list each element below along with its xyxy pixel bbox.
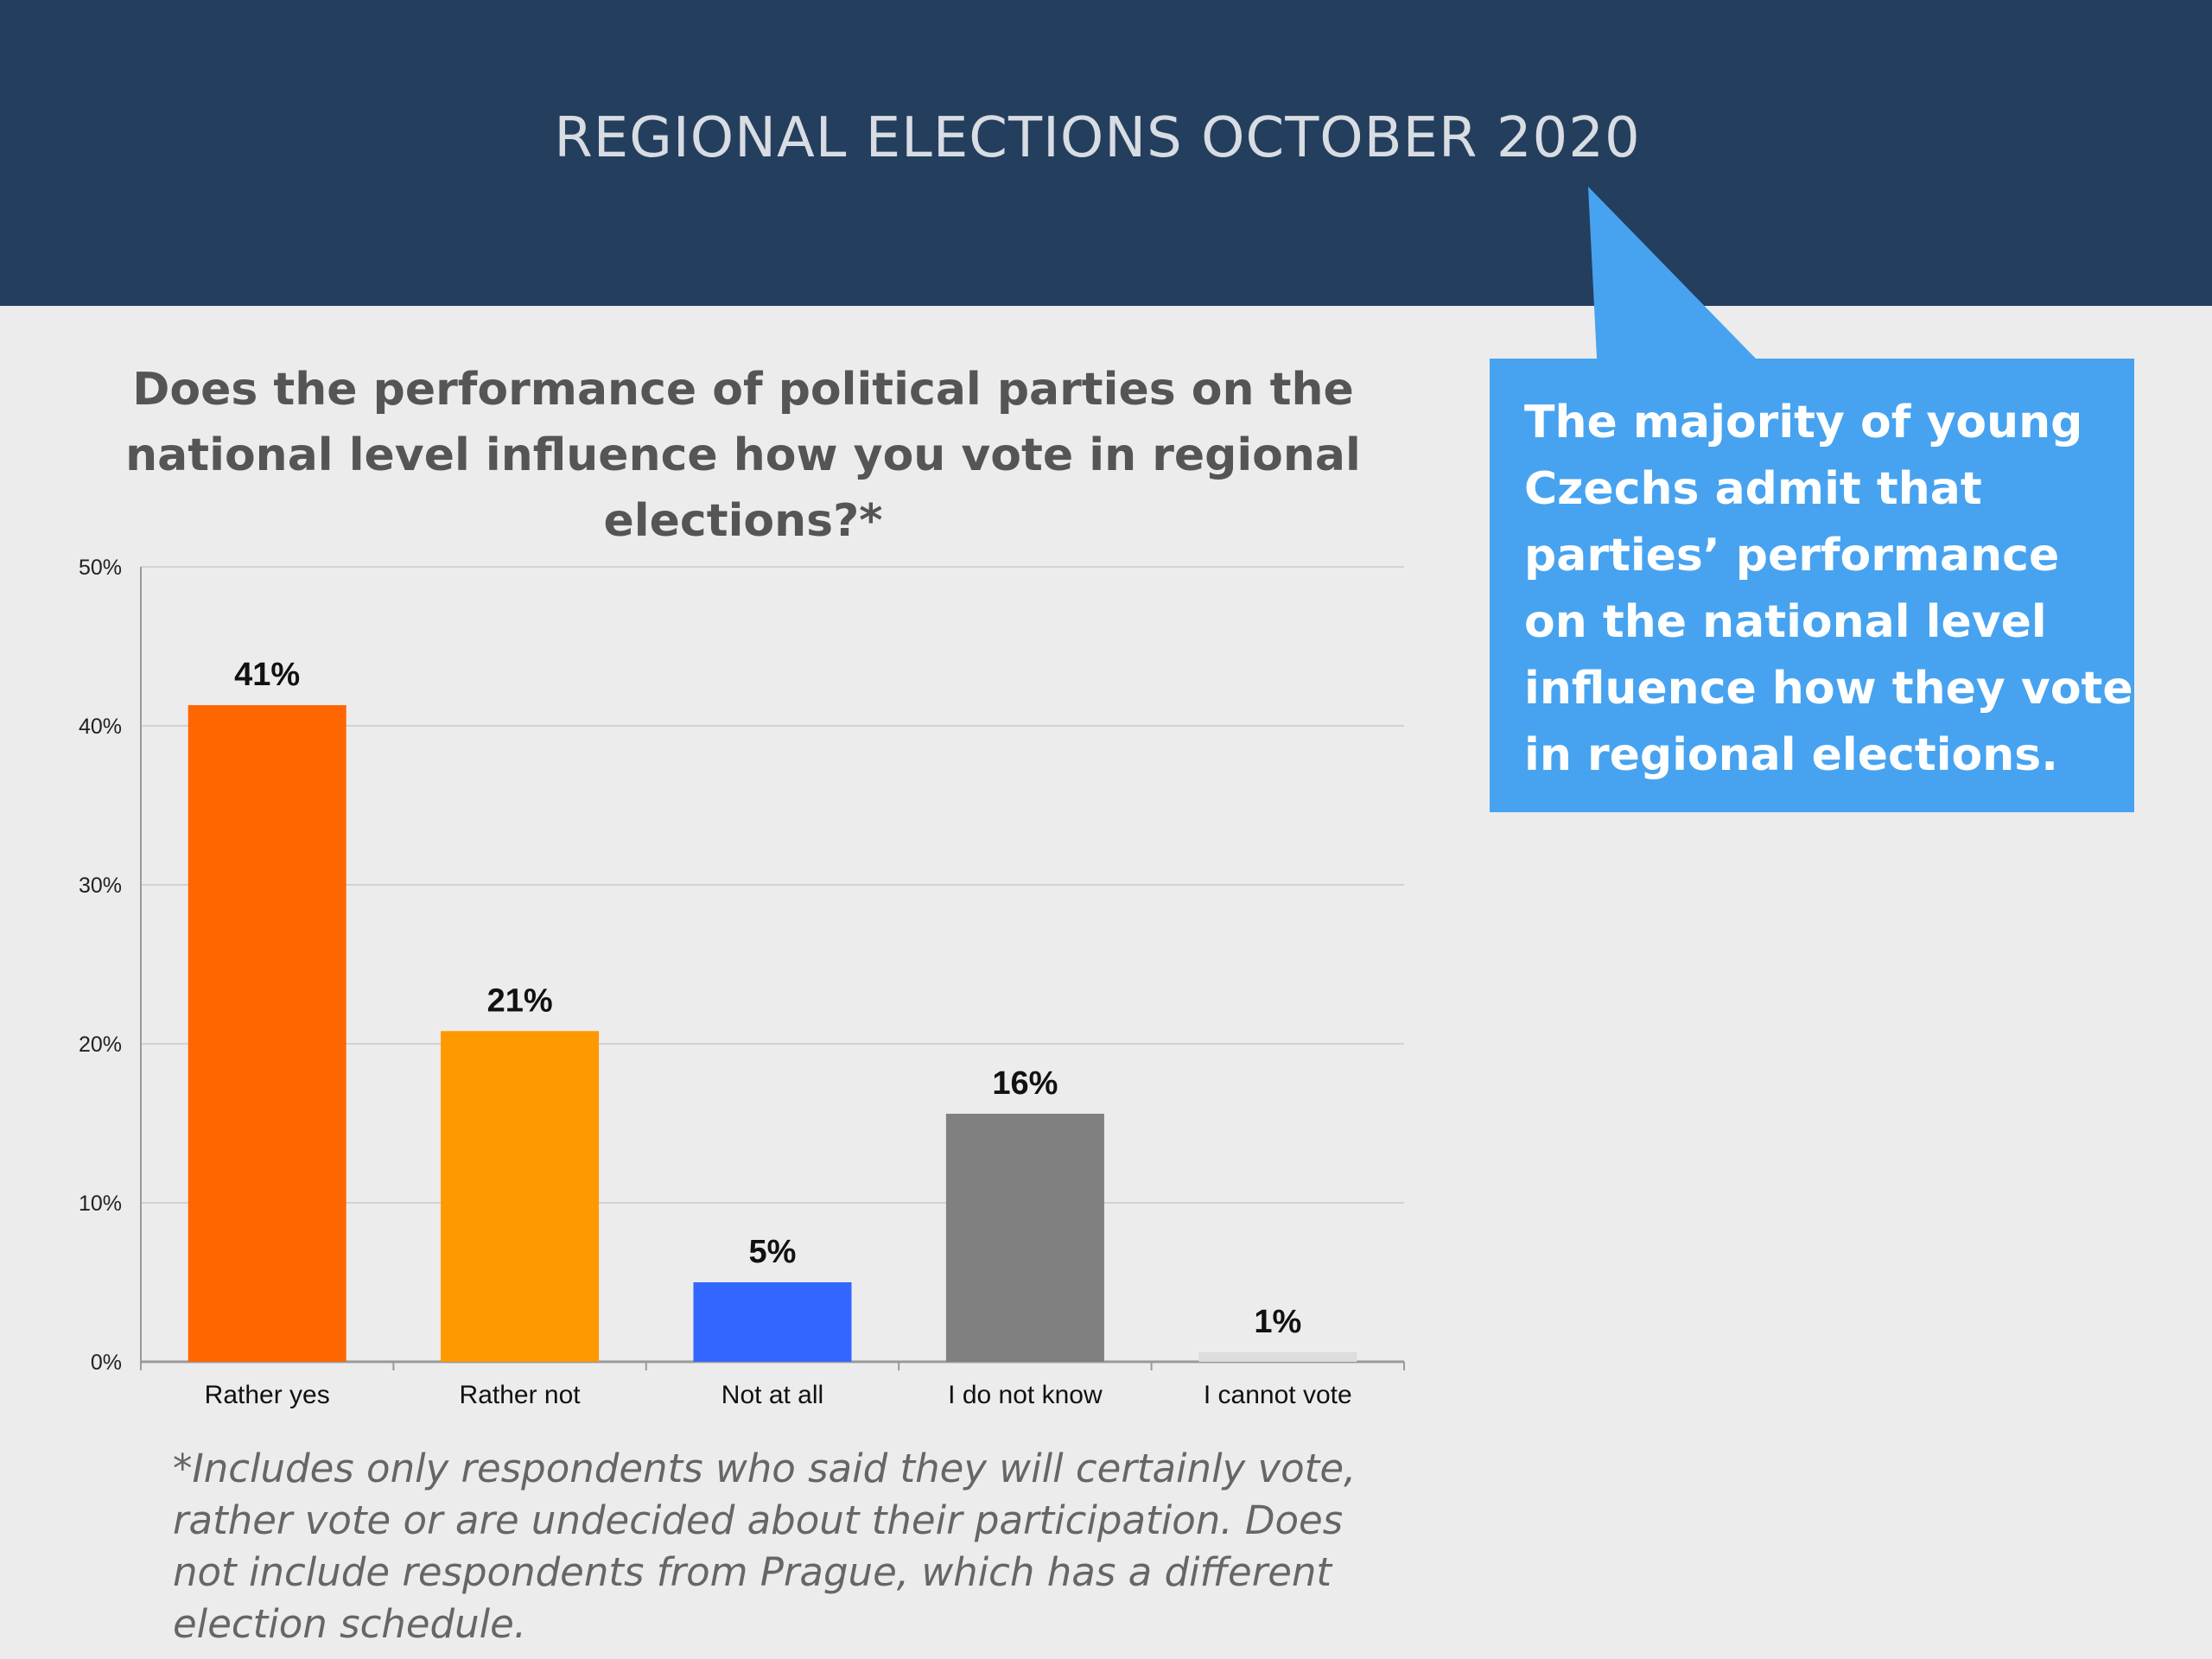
y-tick-label: 40% [79, 715, 122, 739]
data-label: 21% [487, 982, 553, 1019]
x-tick-label: Rather yes [205, 1381, 330, 1409]
bar [441, 1031, 600, 1362]
bar [945, 1113, 1104, 1362]
labels: 0% 10% 20% 30% 40% 50% 41% Rather yes 21% Rather … [79, 556, 1352, 1409]
data-label: 5% [749, 1234, 797, 1270]
header-title: REGIONAL ELECTIONS OCTOBER 2020 [554, 106, 1641, 170]
chart-question: Does the performance of political partie… [125, 364, 1361, 547]
data-label: 41% [234, 657, 300, 693]
y-tick-label: 10% [79, 1192, 122, 1216]
x-tick-label: Rather not [460, 1381, 582, 1409]
y-tick-label: 20% [79, 1033, 122, 1057]
x-tick-label: I cannot vote [1204, 1381, 1352, 1409]
callout-text: The majority of young Czechs admit that … [1524, 397, 2133, 781]
y-tick-label: 0% [91, 1351, 122, 1375]
data-label: 16% [992, 1065, 1058, 1102]
footnote: *Includes only respondents who said they… [173, 1446, 1357, 1647]
grid-lines [141, 566, 1404, 1204]
x-tick-label: I do not know [948, 1381, 1103, 1409]
bar [188, 705, 346, 1362]
header-banner: REGIONAL ELECTIONS OCTOBER 2020 [0, 0, 2212, 306]
bar [1198, 1351, 1357, 1362]
data-label: 1% [1254, 1304, 1301, 1340]
x-tick-label: Not at all [721, 1381, 823, 1409]
bar [693, 1282, 852, 1362]
y-tick-label: 30% [79, 874, 122, 898]
y-tick-label: 50% [79, 556, 122, 580]
bars [188, 705, 1357, 1362]
